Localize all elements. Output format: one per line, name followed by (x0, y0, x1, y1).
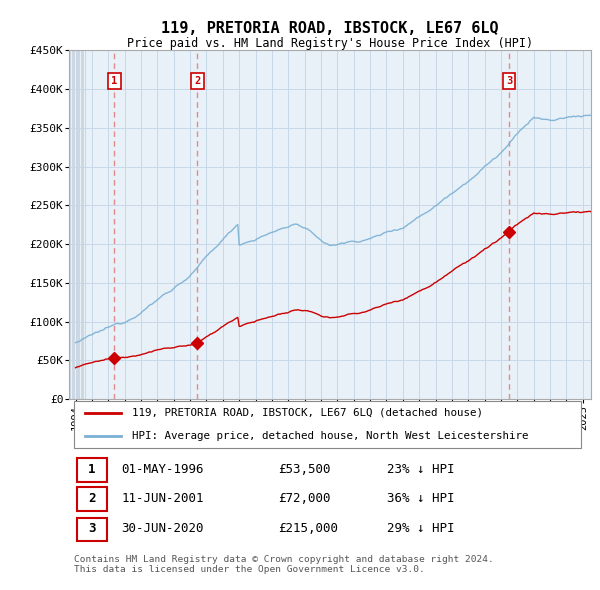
Text: Contains HM Land Registry data © Crown copyright and database right 2024.
This d: Contains HM Land Registry data © Crown c… (74, 555, 494, 575)
Text: 01-MAY-1996: 01-MAY-1996 (121, 463, 204, 476)
Text: 3: 3 (506, 76, 512, 86)
Text: 2: 2 (194, 76, 200, 86)
Text: 3: 3 (88, 522, 96, 535)
Text: £215,000: £215,000 (278, 522, 338, 535)
Text: 1: 1 (111, 76, 118, 86)
Text: 119, PRETORIA ROAD, IBSTOCK, LE67 6LQ: 119, PRETORIA ROAD, IBSTOCK, LE67 6LQ (161, 21, 499, 35)
Text: 2: 2 (88, 491, 96, 504)
Text: £53,500: £53,500 (278, 463, 331, 476)
Text: £72,000: £72,000 (278, 491, 331, 504)
Text: 36% ↓ HPI: 36% ↓ HPI (388, 491, 455, 504)
Text: 29% ↓ HPI: 29% ↓ HPI (388, 522, 455, 535)
FancyBboxPatch shape (74, 401, 581, 448)
Bar (69, 50, 84, 399)
Text: 1: 1 (88, 463, 96, 476)
Text: 119, PRETORIA ROAD, IBSTOCK, LE67 6LQ (detached house): 119, PRETORIA ROAD, IBSTOCK, LE67 6LQ (d… (131, 408, 482, 418)
FancyBboxPatch shape (77, 458, 107, 481)
Text: 30-JUN-2020: 30-JUN-2020 (121, 522, 204, 535)
Text: 11-JUN-2001: 11-JUN-2001 (121, 491, 204, 504)
Text: Price paid vs. HM Land Registry's House Price Index (HPI): Price paid vs. HM Land Registry's House … (127, 37, 533, 50)
FancyBboxPatch shape (77, 518, 107, 542)
FancyBboxPatch shape (77, 487, 107, 510)
Text: HPI: Average price, detached house, North West Leicestershire: HPI: Average price, detached house, Nort… (131, 431, 528, 441)
Text: 23% ↓ HPI: 23% ↓ HPI (388, 463, 455, 476)
